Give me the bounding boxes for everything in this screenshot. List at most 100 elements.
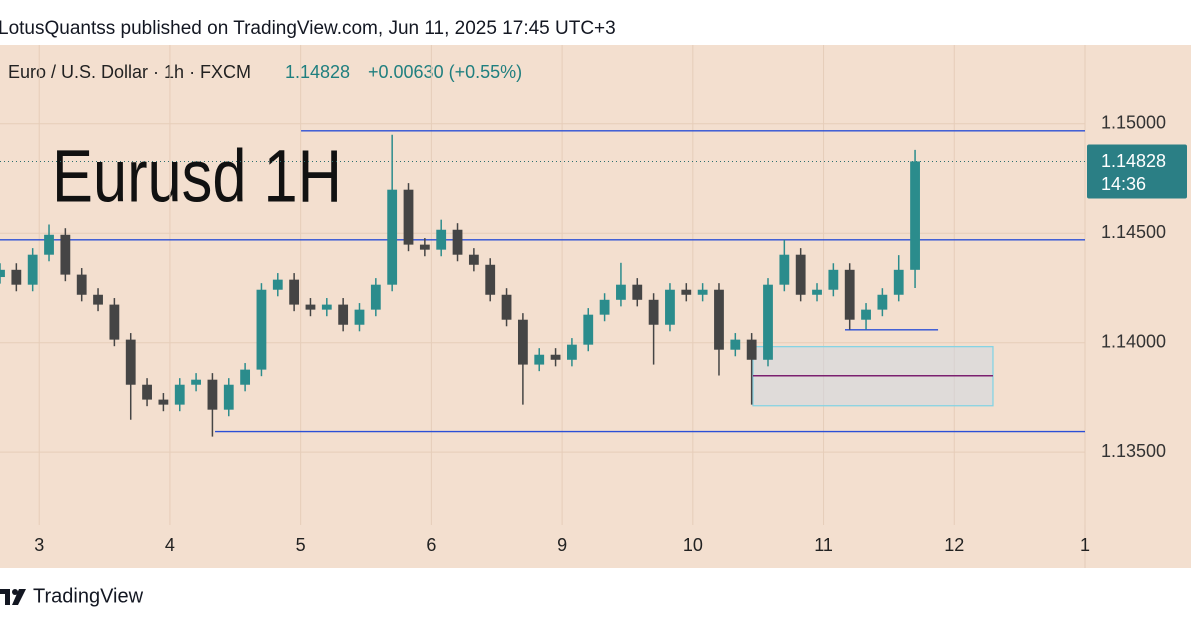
candle-body xyxy=(583,314,594,345)
candle-body xyxy=(844,269,855,320)
candle-body xyxy=(207,379,218,410)
candle xyxy=(419,238,430,257)
candle-body xyxy=(436,229,447,250)
candle xyxy=(240,363,251,392)
candle xyxy=(812,283,822,302)
candle-body xyxy=(387,189,398,285)
candle xyxy=(910,149,920,288)
candle xyxy=(877,288,888,317)
candle-body xyxy=(567,344,577,360)
candle xyxy=(795,248,806,302)
candle xyxy=(272,273,283,297)
candle-body xyxy=(125,339,136,385)
candle xyxy=(27,248,38,292)
y-tick-label: 1.14500 xyxy=(1101,222,1166,242)
candle-body xyxy=(648,299,659,325)
candle xyxy=(174,378,185,412)
candle xyxy=(338,298,349,332)
candle-body xyxy=(714,289,724,350)
candle xyxy=(321,298,332,317)
candle xyxy=(289,273,300,312)
candle xyxy=(648,293,659,365)
x-tick-label: 4 xyxy=(165,535,175,555)
candle-body xyxy=(419,244,430,250)
x-tick-label: 9 xyxy=(557,535,567,555)
candle-body xyxy=(174,384,185,405)
candle xyxy=(616,262,626,307)
candle xyxy=(583,308,594,352)
x-tick-label: 10 xyxy=(683,535,703,555)
footer-bg xyxy=(0,568,1191,625)
candle-body xyxy=(60,234,71,275)
candle-body xyxy=(11,269,22,285)
brand: TradingView xyxy=(33,585,144,607)
logo-part xyxy=(12,589,26,605)
candle-body xyxy=(0,269,5,278)
candle xyxy=(207,373,218,437)
candle-body xyxy=(763,284,773,360)
candle-body xyxy=(272,279,283,290)
candle xyxy=(697,283,708,302)
logo-part xyxy=(12,589,18,595)
candle xyxy=(370,278,381,317)
candle-body xyxy=(76,274,87,295)
candle-body xyxy=(877,294,888,310)
candle-body xyxy=(697,289,708,295)
candle-body xyxy=(338,304,349,325)
candle xyxy=(158,393,169,412)
y-tick-label: 1.15000 xyxy=(1101,113,1166,133)
candle-body xyxy=(665,289,675,325)
candle-body xyxy=(517,319,528,365)
candle-body xyxy=(910,161,920,270)
candle-body xyxy=(730,339,741,350)
logo-part xyxy=(0,589,10,605)
candle-body xyxy=(27,254,38,285)
candle xyxy=(436,219,447,257)
candle-body xyxy=(468,254,479,265)
candle xyxy=(861,303,871,330)
candle xyxy=(567,338,577,367)
candle-body xyxy=(501,294,512,320)
candle xyxy=(142,378,152,407)
candle-body xyxy=(632,284,643,300)
candle-body xyxy=(599,299,610,315)
candle-body xyxy=(223,384,234,410)
candle-body xyxy=(321,304,332,310)
candle xyxy=(60,228,71,282)
candle xyxy=(779,239,790,292)
candle xyxy=(403,183,414,252)
candle-body xyxy=(240,369,251,385)
candle xyxy=(730,333,741,357)
price-tag-value: 1.14828 xyxy=(1101,151,1166,171)
candle xyxy=(223,378,234,417)
candle xyxy=(109,298,120,347)
candle-body xyxy=(779,254,790,285)
candle xyxy=(44,224,54,262)
annotation: Eurusd 1H xyxy=(52,135,342,218)
candle-body xyxy=(893,269,904,295)
published-line: LotusQuantss published on TradingView.co… xyxy=(0,18,616,39)
header-bg xyxy=(0,0,1191,45)
candle-body xyxy=(403,189,414,245)
candle xyxy=(93,288,103,312)
candle-body xyxy=(354,309,365,325)
candle-body xyxy=(305,304,316,310)
x-tick-label: 3 xyxy=(34,535,44,555)
candle xyxy=(485,258,496,302)
candle xyxy=(501,288,512,327)
tv-logo xyxy=(0,589,26,605)
candle-body xyxy=(44,234,54,255)
candle xyxy=(665,283,675,332)
x-tick-label: 12 xyxy=(944,535,964,555)
plot-bg xyxy=(0,45,1191,568)
candle xyxy=(828,263,839,297)
candle xyxy=(0,263,5,284)
candle xyxy=(256,283,267,377)
header-price: 1.14828 xyxy=(285,62,350,82)
candle-body xyxy=(534,354,545,365)
y-tick-label: 1.13500 xyxy=(1101,441,1166,461)
candle xyxy=(125,333,136,420)
candle-body xyxy=(828,269,839,290)
